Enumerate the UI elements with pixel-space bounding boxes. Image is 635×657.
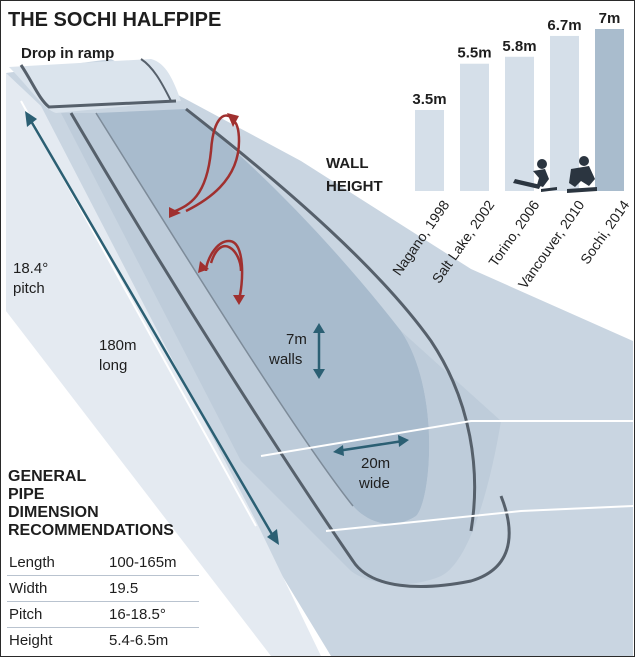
pitch-value: 18.4° — [13, 260, 48, 277]
pipe-left-edge — [69, 112, 511, 588]
walls-label: walls — [268, 351, 302, 368]
drop-in-label: Drop in ramp — [21, 45, 114, 62]
table-row: Pitch 16-18.5° — [7, 601, 199, 628]
table-cell-label: Height — [7, 627, 107, 653]
bar-value-label: 5.5m — [457, 45, 491, 62]
table-cell-label: Pitch — [7, 601, 107, 628]
table-row: Width 19.5 — [7, 575, 199, 602]
recommendations-heading-1: GENERAL — [8, 468, 86, 485]
walls-arrow — [313, 323, 325, 379]
pitch-label: pitch — [13, 280, 45, 297]
table-cell-value: 5.4-6.5m — [107, 627, 199, 653]
table-cell-value: 19.5 — [107, 575, 199, 602]
walls-value: 7m — [286, 331, 307, 348]
bar-sochi-2014 — [595, 29, 624, 191]
bar-value-label: 6.7m — [547, 17, 581, 34]
width-value: 20m — [361, 455, 390, 472]
recommendations-heading-2: PIPE — [8, 486, 45, 503]
table-cell-value: 100-165m — [109, 554, 177, 571]
pipe-right-edge — [185, 107, 477, 532]
length-arrow — [25, 111, 279, 545]
page-title: THE SOCHI HALFPIPE — [8, 9, 221, 31]
snowboarder-icon — [567, 156, 597, 193]
recommendations-table: Length 100-165m Width 19.5 Pitch 16-18.5… — [7, 550, 199, 653]
bar-value-label: 7m — [599, 10, 621, 27]
table-row: Length 100-165m — [7, 550, 199, 576]
bar-vancouver-2010 — [550, 35, 579, 191]
bar-salt-lake-2002 — [460, 63, 489, 191]
halfpipe-left-face — [6, 73, 321, 656]
drop-in-ramp — [9, 59, 181, 113]
table-cell-value: 16-18.5° — [107, 601, 199, 628]
chart-title-line-2: HEIGHT — [326, 178, 383, 195]
width-arrow — [333, 435, 409, 456]
bar-value-label: 3.5m — [412, 91, 446, 108]
length-value: 180m — [99, 337, 137, 354]
table-cell-label: Width — [7, 575, 107, 602]
table-row: Height 5.4-6.5m — [7, 627, 199, 653]
bar-nagano-1998 — [415, 110, 444, 191]
bar-torino-2006 — [505, 56, 534, 192]
recommendations-heading-4: RECOMMENDATIONS — [8, 522, 174, 539]
width-label: wide — [358, 475, 390, 492]
skier-icon — [513, 159, 557, 192]
bar-value-label: 5.8m — [502, 38, 536, 55]
length-label: long — [99, 357, 127, 374]
chart-title-line-1: WALL — [326, 155, 369, 172]
table-cell-label: Length — [9, 554, 55, 571]
recommendations-heading-3: DIMENSION — [8, 504, 99, 521]
